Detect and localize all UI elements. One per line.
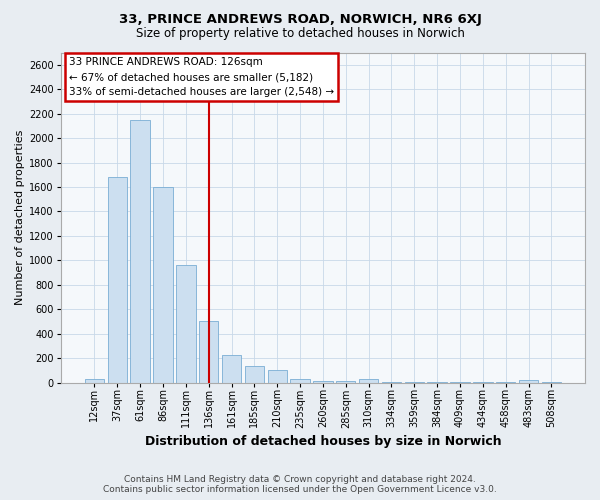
- Y-axis label: Number of detached properties: Number of detached properties: [15, 130, 25, 305]
- Bar: [290, 379, 310, 382]
- Text: 33 PRINCE ANDREWS ROAD: 126sqm
← 67% of detached houses are smaller (5,182)
33% : 33 PRINCE ANDREWS ROAD: 126sqm ← 67% of …: [69, 58, 334, 97]
- Text: 33, PRINCE ANDREWS ROAD, NORWICH, NR6 6XJ: 33, PRINCE ANDREWS ROAD, NORWICH, NR6 6X…: [119, 12, 481, 26]
- X-axis label: Distribution of detached houses by size in Norwich: Distribution of detached houses by size …: [145, 434, 501, 448]
- Bar: [359, 379, 379, 382]
- Bar: [222, 354, 241, 382]
- Text: Size of property relative to detached houses in Norwich: Size of property relative to detached ho…: [136, 28, 464, 40]
- Bar: [153, 187, 173, 382]
- Bar: [199, 322, 218, 382]
- Bar: [176, 265, 196, 382]
- Bar: [85, 379, 104, 382]
- Text: Contains public sector information licensed under the Open Government Licence v3: Contains public sector information licen…: [103, 485, 497, 494]
- Bar: [107, 177, 127, 382]
- Bar: [519, 380, 538, 382]
- Bar: [245, 366, 264, 382]
- Bar: [313, 381, 332, 382]
- Bar: [268, 370, 287, 382]
- Text: Contains HM Land Registry data © Crown copyright and database right 2024.: Contains HM Land Registry data © Crown c…: [124, 475, 476, 484]
- Bar: [130, 120, 150, 382]
